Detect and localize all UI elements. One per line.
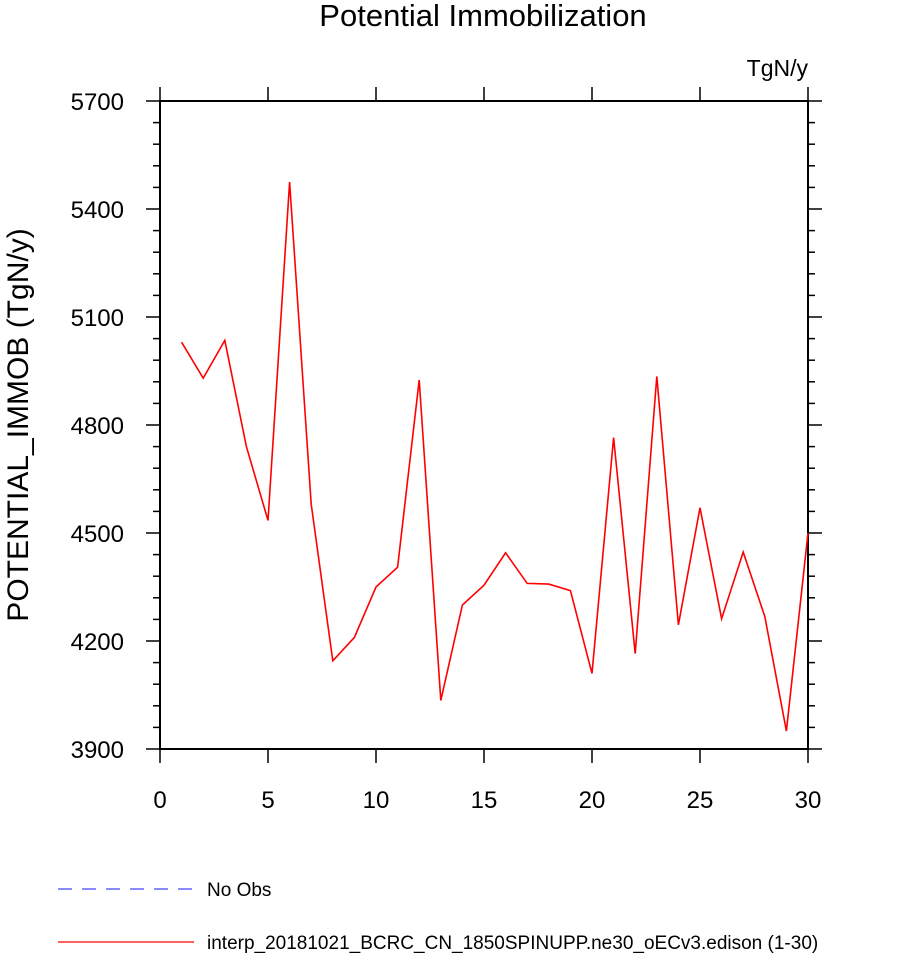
legend-label: No Obs xyxy=(207,880,271,901)
series-layer xyxy=(180,181,809,732)
y-tick-label: 4200 xyxy=(71,629,124,656)
legend-label: interp_20181021_BCRC_CN_1850SPINUPP.ne30… xyxy=(207,933,818,954)
y-tick-label: 4800 xyxy=(71,413,124,440)
y-axis-label: POTENTIAL_IMMOB (TgN/y) xyxy=(2,228,35,621)
units-label: TgN/y xyxy=(747,55,809,81)
x-tick-label: 10 xyxy=(363,787,390,814)
series-line xyxy=(180,181,809,732)
y-tick-label: 5400 xyxy=(71,197,124,224)
chart-title: Potential Immobilization xyxy=(319,0,646,33)
axis-tick-labels: 0 5 10 15 20 25 30 3900 4200 4500 4800 5100 5400 5700 xyxy=(71,89,822,814)
x-tick-label: 20 xyxy=(579,787,606,814)
y-tick-label: 3900 xyxy=(71,737,124,764)
x-tick-label: 30 xyxy=(795,787,822,814)
x-tick-label: 25 xyxy=(687,787,714,814)
axis-ticks xyxy=(146,87,822,763)
y-tick-label: 5700 xyxy=(71,89,124,116)
x-tick-label: 5 xyxy=(261,787,274,814)
legend: No Obs interp_20181021_BCRC_CN_1850SPINUP… xyxy=(58,880,818,954)
y-tick-label: 4500 xyxy=(71,521,124,548)
x-tick-label: 15 xyxy=(471,787,498,814)
plot-frame xyxy=(159,100,809,750)
x-tick-label: 0 xyxy=(153,787,166,814)
y-tick-label: 5100 xyxy=(71,305,124,332)
